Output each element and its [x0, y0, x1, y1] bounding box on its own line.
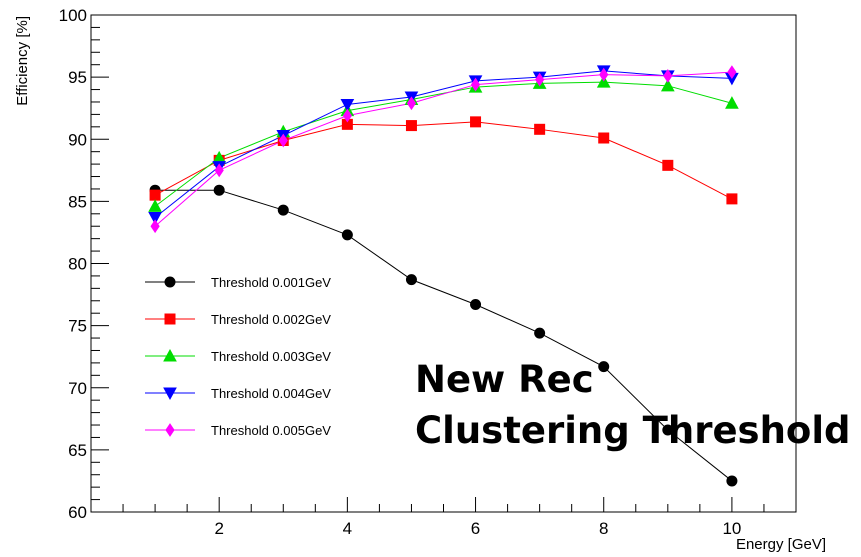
- data-point-series-2: [470, 116, 482, 128]
- series-lines: [154, 70, 733, 482]
- legend-label: Threshold 0.005GeV: [211, 423, 331, 438]
- data-point-series-3: [725, 96, 739, 109]
- y-tick-label: 95: [68, 68, 87, 87]
- data-point-series-2: [662, 159, 674, 171]
- data-point-series-2: [726, 193, 738, 205]
- y-tick-label: 60: [68, 503, 87, 522]
- data-point-series-5: [727, 65, 737, 80]
- y-tick-label: 90: [68, 130, 87, 149]
- series-line-5: [154, 71, 732, 227]
- data-point-series-1: [726, 475, 738, 487]
- legend-label: Threshold 0.004GeV: [211, 386, 331, 401]
- data-point-series-2: [149, 189, 161, 201]
- legend-label: Threshold 0.001GeV: [211, 275, 331, 290]
- data-point-series-1: [598, 361, 610, 373]
- y-tick-label: 80: [68, 255, 87, 274]
- y-tick-label: 100: [59, 6, 87, 25]
- data-point-series-2: [534, 123, 546, 135]
- data-point-series-3: [148, 199, 162, 212]
- legend-marker: [163, 348, 177, 362]
- data-point-series-5: [342, 108, 352, 123]
- series-line-3: [154, 81, 733, 207]
- data-point-series-5: [599, 67, 609, 82]
- legend-label: Threshold 0.002GeV: [211, 312, 331, 327]
- legend: Threshold 0.001GeV Threshold 0.002GeV Thre…: [145, 275, 331, 438]
- x-tick-label: 8: [599, 519, 608, 538]
- series-line-4: [154, 70, 732, 218]
- data-point-series-4: [148, 212, 162, 225]
- x-tick-label: 10: [722, 519, 741, 538]
- data-point-series-1: [662, 424, 674, 436]
- x-tick-label: 4: [343, 519, 352, 538]
- y-tick-label: 75: [68, 317, 87, 336]
- overlay-title-line1: New Rec: [415, 358, 594, 401]
- y-tick-label: 65: [68, 441, 87, 460]
- overlay-title-line2: Clustering Threshold: [415, 409, 851, 452]
- data-point-series-1: [341, 229, 353, 241]
- y-tick-label: 85: [68, 192, 87, 211]
- data-point-series-2: [598, 132, 610, 144]
- data-point-series-1: [405, 274, 417, 286]
- x-tick-label: 6: [471, 519, 480, 538]
- data-point-series-3: [596, 75, 611, 88]
- data-point-series-1: [534, 327, 546, 339]
- data-point-series-2: [405, 120, 417, 132]
- x-tick-label: 2: [214, 519, 223, 538]
- series-markers: [148, 65, 739, 487]
- data-point-series-1: [277, 204, 289, 216]
- y-axis-title: Efficiency [%]: [14, 16, 31, 106]
- data-point-series-3: [660, 78, 675, 92]
- data-point-series-5: [150, 219, 160, 234]
- axis-ticks: 60 65 70 75 80 85 90 95 100 2 4 6 8 10: [59, 6, 765, 538]
- data-point-series-4: [340, 98, 355, 112]
- legend-marker: [164, 313, 176, 325]
- x-axis-title: Energy [GeV]: [736, 536, 826, 553]
- data-point-series-1: [213, 184, 225, 196]
- data-point-series-5: [278, 133, 288, 148]
- legend-label: Threshold 0.003GeV: [211, 349, 331, 364]
- data-point-series-5: [470, 77, 481, 92]
- y-tick-label: 70: [68, 379, 87, 398]
- series-line-2: [154, 121, 733, 200]
- data-point-series-5: [214, 163, 224, 178]
- data-point-series-5: [406, 96, 417, 111]
- data-point-series-5: [663, 68, 673, 83]
- data-point-series-1: [470, 299, 482, 311]
- series-line-1: [155, 189, 733, 482]
- data-point-series-5: [535, 72, 545, 87]
- legend-marker: [164, 276, 176, 288]
- legend-marker: [163, 387, 177, 401]
- legend-marker: [165, 423, 175, 437]
